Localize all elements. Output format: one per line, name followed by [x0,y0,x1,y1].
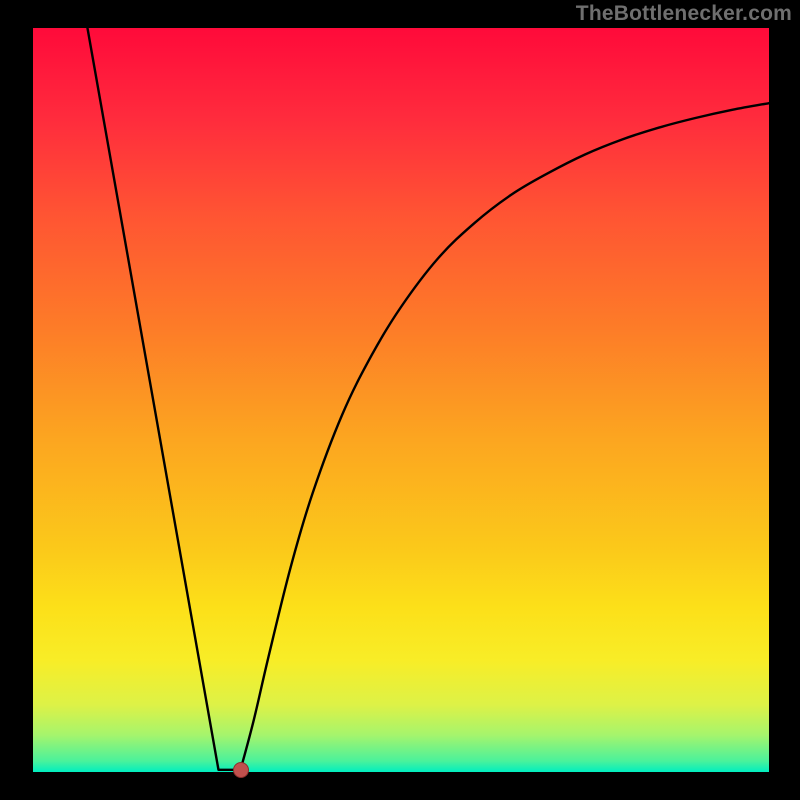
curve-layer [0,0,800,800]
bottleneck-curve [87,28,769,770]
optimal-point-marker [233,762,249,778]
chart-container: TheBottlenecker.com [0,0,800,800]
watermark-text: TheBottlenecker.com [576,2,792,26]
